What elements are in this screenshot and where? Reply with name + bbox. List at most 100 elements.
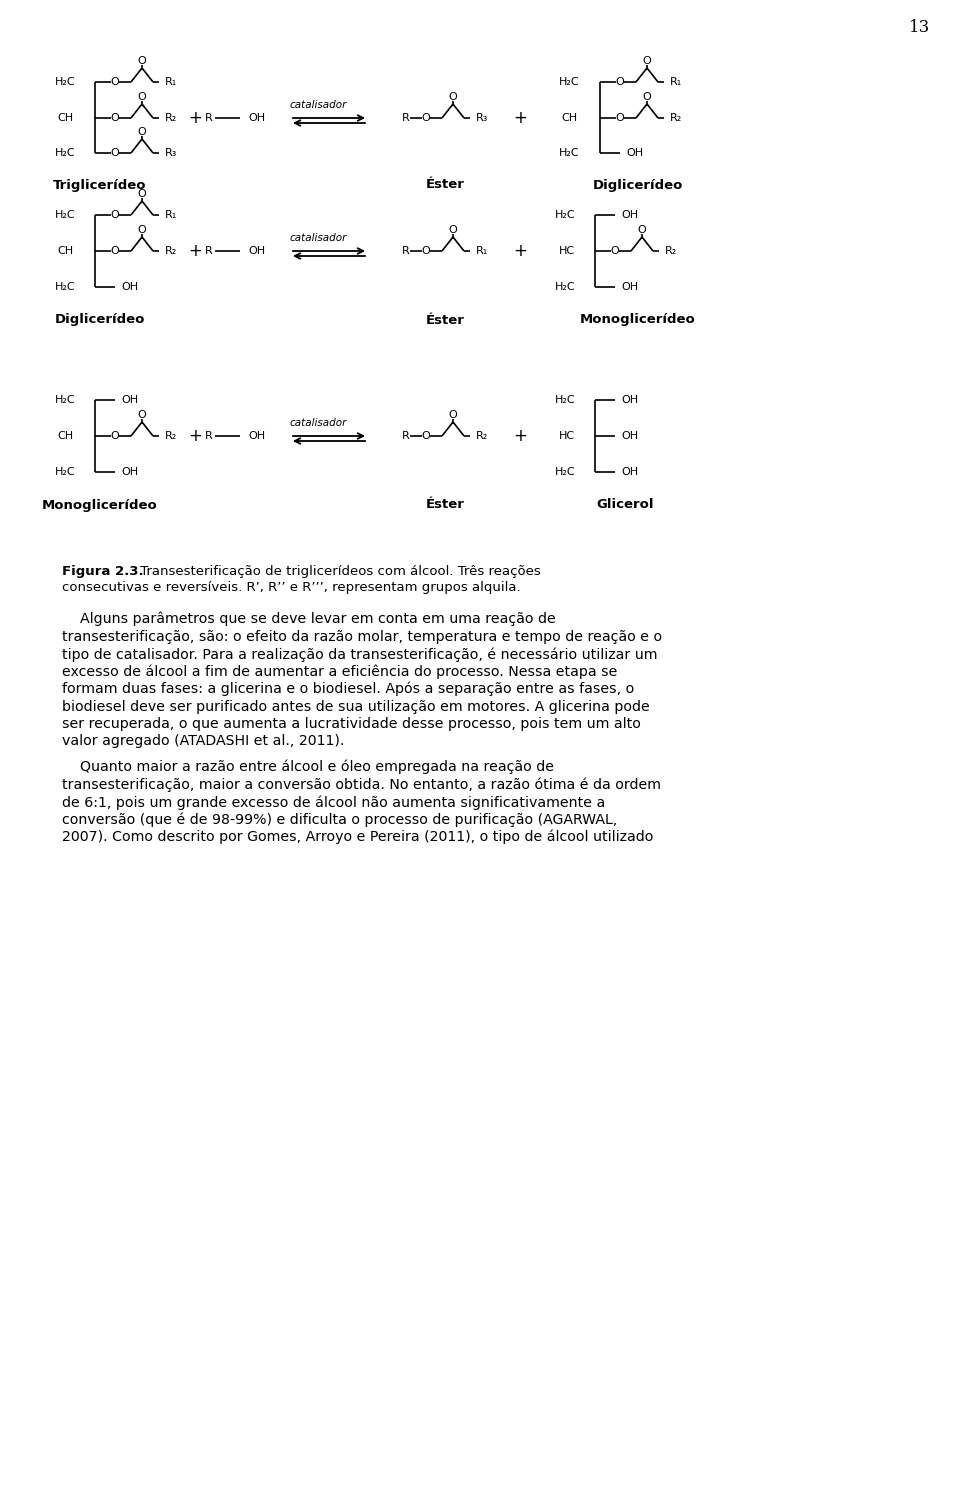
Text: CH: CH xyxy=(57,431,73,440)
Text: O: O xyxy=(642,92,652,102)
Text: R₂: R₂ xyxy=(665,246,677,256)
Text: H₂C: H₂C xyxy=(55,147,75,158)
Text: Éster: Éster xyxy=(425,179,465,191)
Text: O: O xyxy=(110,210,119,219)
Text: O: O xyxy=(448,92,457,102)
Text: biodiesel deve ser purificado antes de sua utilização em motores. A glicerina po: biodiesel deve ser purificado antes de s… xyxy=(62,699,650,714)
Text: O: O xyxy=(110,147,119,158)
Text: H₂C: H₂C xyxy=(55,467,75,476)
Text: OH: OH xyxy=(121,395,138,404)
Text: transesterificação, são: o efeito da razão molar, temperatura e tempo de reação : transesterificação, são: o efeito da raz… xyxy=(62,630,662,643)
Text: O: O xyxy=(421,431,430,440)
Text: OH: OH xyxy=(621,431,638,440)
Text: R₃: R₃ xyxy=(165,147,178,158)
Text: Diglicerídeo: Diglicerídeo xyxy=(55,314,145,326)
Text: OH: OH xyxy=(121,283,138,292)
Text: H₂C: H₂C xyxy=(560,77,580,87)
Text: +: + xyxy=(513,427,527,445)
Text: R₁: R₁ xyxy=(165,77,178,87)
Text: ser recuperada, o que aumenta a lucratividade desse processo, pois tem um alto: ser recuperada, o que aumenta a lucrativ… xyxy=(62,717,641,730)
Text: OH: OH xyxy=(248,246,265,256)
Text: H₂C: H₂C xyxy=(554,210,575,219)
Text: O: O xyxy=(615,113,624,123)
Text: H₂C: H₂C xyxy=(55,283,75,292)
Text: consecutivas e reversíveis. R’, R’’ e R’’’, representam grupos alquila.: consecutivas e reversíveis. R’, R’’ e R’… xyxy=(62,582,520,594)
Text: catalisador: catalisador xyxy=(289,418,347,428)
Text: O: O xyxy=(110,77,119,87)
Text: transesterificação, maior a conversão obtida. No entanto, a razão ótima é da ord: transesterificação, maior a conversão ob… xyxy=(62,777,661,792)
Text: O: O xyxy=(421,246,430,256)
Text: O: O xyxy=(137,189,146,198)
Text: O: O xyxy=(137,126,146,137)
Text: R₂: R₂ xyxy=(165,246,178,256)
Text: H₂C: H₂C xyxy=(55,395,75,404)
Text: Éster: Éster xyxy=(425,499,465,511)
Text: tipo de catalisador. Para a realização da transesterificação, é necessário utili: tipo de catalisador. Para a realização d… xyxy=(62,646,658,661)
Text: O: O xyxy=(448,225,457,234)
Text: OH: OH xyxy=(248,113,265,123)
Text: excesso de álcool a fim de aumentar a eficiência do processo. Nessa etapa se: excesso de álcool a fim de aumentar a ef… xyxy=(62,664,617,679)
Text: Figura 2.3.: Figura 2.3. xyxy=(62,565,144,579)
Text: HC: HC xyxy=(559,246,575,256)
Text: Triglicerídeo: Triglicerídeo xyxy=(53,179,147,191)
Text: catalisador: catalisador xyxy=(289,233,347,243)
Text: conversão (que é de 98-99%) e dificulta o processo de purificação (AGARWAL,: conversão (que é de 98-99%) e dificulta … xyxy=(62,813,617,827)
Text: +: + xyxy=(188,242,202,260)
Text: Monoglicerídeo: Monoglicerídeo xyxy=(42,499,157,511)
Text: 2007). Como descrito por Gomes, Arroyo e Pereira (2011), o tipo de álcool utiliz: 2007). Como descrito por Gomes, Arroyo e… xyxy=(62,830,654,845)
Text: O: O xyxy=(137,92,146,102)
Text: H₂C: H₂C xyxy=(554,395,575,404)
Text: O: O xyxy=(110,246,119,256)
Text: O: O xyxy=(137,225,146,234)
Text: 13: 13 xyxy=(909,20,930,36)
Text: OH: OH xyxy=(248,431,265,440)
Text: CH: CH xyxy=(57,113,73,123)
Text: O: O xyxy=(421,113,430,123)
Text: R₃: R₃ xyxy=(476,113,489,123)
Text: R₂: R₂ xyxy=(670,113,683,123)
Text: catalisador: catalisador xyxy=(289,101,347,110)
Text: Diglicerídeo: Diglicerídeo xyxy=(593,179,684,191)
Text: Alguns parâmetros que se deve levar em conta em uma reação de: Alguns parâmetros que se deve levar em c… xyxy=(62,612,556,627)
Text: HC: HC xyxy=(559,431,575,440)
Text: +: + xyxy=(188,110,202,126)
Text: OH: OH xyxy=(621,283,638,292)
Text: +: + xyxy=(188,427,202,445)
Text: Transesterificação de triglicerídeos com álcool. Três reações: Transesterificação de triglicerídeos com… xyxy=(136,565,540,579)
Text: Éster: Éster xyxy=(425,314,465,326)
Text: O: O xyxy=(642,56,652,66)
Text: O: O xyxy=(110,113,119,123)
Text: R₁: R₁ xyxy=(165,210,178,219)
Text: R₂: R₂ xyxy=(165,431,178,440)
Text: R: R xyxy=(205,113,213,123)
Text: O: O xyxy=(448,410,457,419)
Text: R₂: R₂ xyxy=(476,431,489,440)
Text: H₂C: H₂C xyxy=(55,77,75,87)
Text: H₂C: H₂C xyxy=(554,283,575,292)
Text: valor agregado (ATADASHI et al., 2011).: valor agregado (ATADASHI et al., 2011). xyxy=(62,735,345,748)
Text: O: O xyxy=(137,56,146,66)
Text: Monoglicerídeo: Monoglicerídeo xyxy=(580,314,696,326)
Text: H₂C: H₂C xyxy=(55,210,75,219)
Text: O: O xyxy=(110,431,119,440)
Text: O: O xyxy=(615,77,624,87)
Text: H₂C: H₂C xyxy=(554,467,575,476)
Text: R: R xyxy=(402,246,410,256)
Text: CH: CH xyxy=(562,113,578,123)
Text: +: + xyxy=(513,242,527,260)
Text: OH: OH xyxy=(621,395,638,404)
Text: R: R xyxy=(205,431,213,440)
Text: OH: OH xyxy=(121,467,138,476)
Text: R: R xyxy=(402,113,410,123)
Text: O: O xyxy=(611,246,619,256)
Text: formam duas fases: a glicerina e o biodiesel. Após a separação entre as fases, o: formam duas fases: a glicerina e o biodi… xyxy=(62,682,635,696)
Text: R: R xyxy=(402,431,410,440)
Text: CH: CH xyxy=(57,246,73,256)
Text: H₂C: H₂C xyxy=(560,147,580,158)
Text: Glicerol: Glicerol xyxy=(596,499,654,511)
Text: +: + xyxy=(513,110,527,126)
Text: R: R xyxy=(205,246,213,256)
Text: OH: OH xyxy=(626,147,643,158)
Text: de 6:1, pois um grande excesso de álcool não aumenta significativamente a: de 6:1, pois um grande excesso de álcool… xyxy=(62,795,605,810)
Text: O: O xyxy=(137,410,146,419)
